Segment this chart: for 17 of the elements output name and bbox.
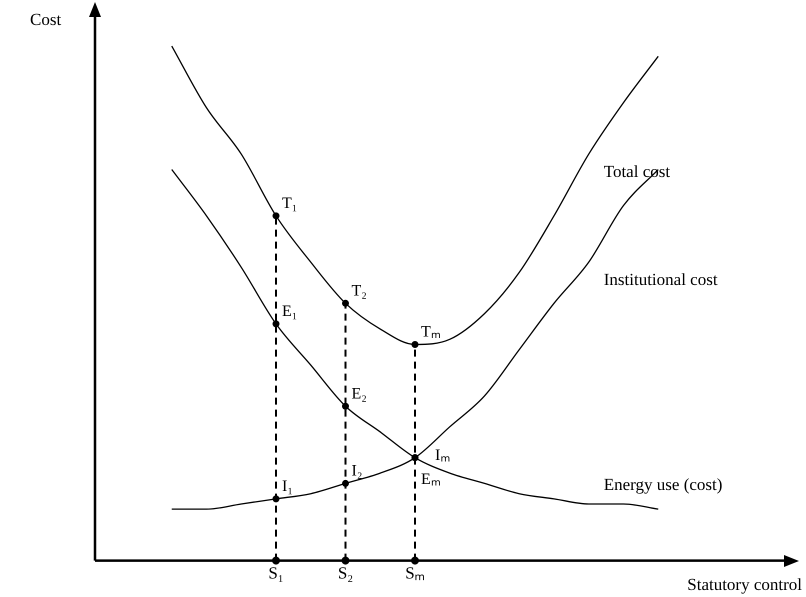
series-label: Total cost: [604, 162, 670, 182]
series-label: Energy use (cost): [604, 474, 722, 494]
annotation: I₁: [282, 478, 293, 496]
y-axis-title: Cost: [30, 10, 62, 29]
annotation: Eₘ: [421, 470, 441, 488]
annotation: Tₘ: [421, 324, 441, 341]
series-label: Institutional cost: [604, 270, 718, 290]
annotation: Iₘ: [435, 446, 450, 464]
annotation: E₂: [352, 385, 367, 402]
annotation: T₁: [282, 195, 298, 212]
annotation: I₂: [352, 462, 362, 480]
x-axis-title: Statutory control: [687, 574, 802, 594]
annotation: E₁: [282, 303, 298, 320]
x-tick-label: S₂: [338, 563, 354, 582]
annotation: T₂: [352, 282, 367, 300]
x-tick-label: S₁: [268, 563, 284, 582]
x-tick-label: Sₘ: [405, 563, 425, 582]
